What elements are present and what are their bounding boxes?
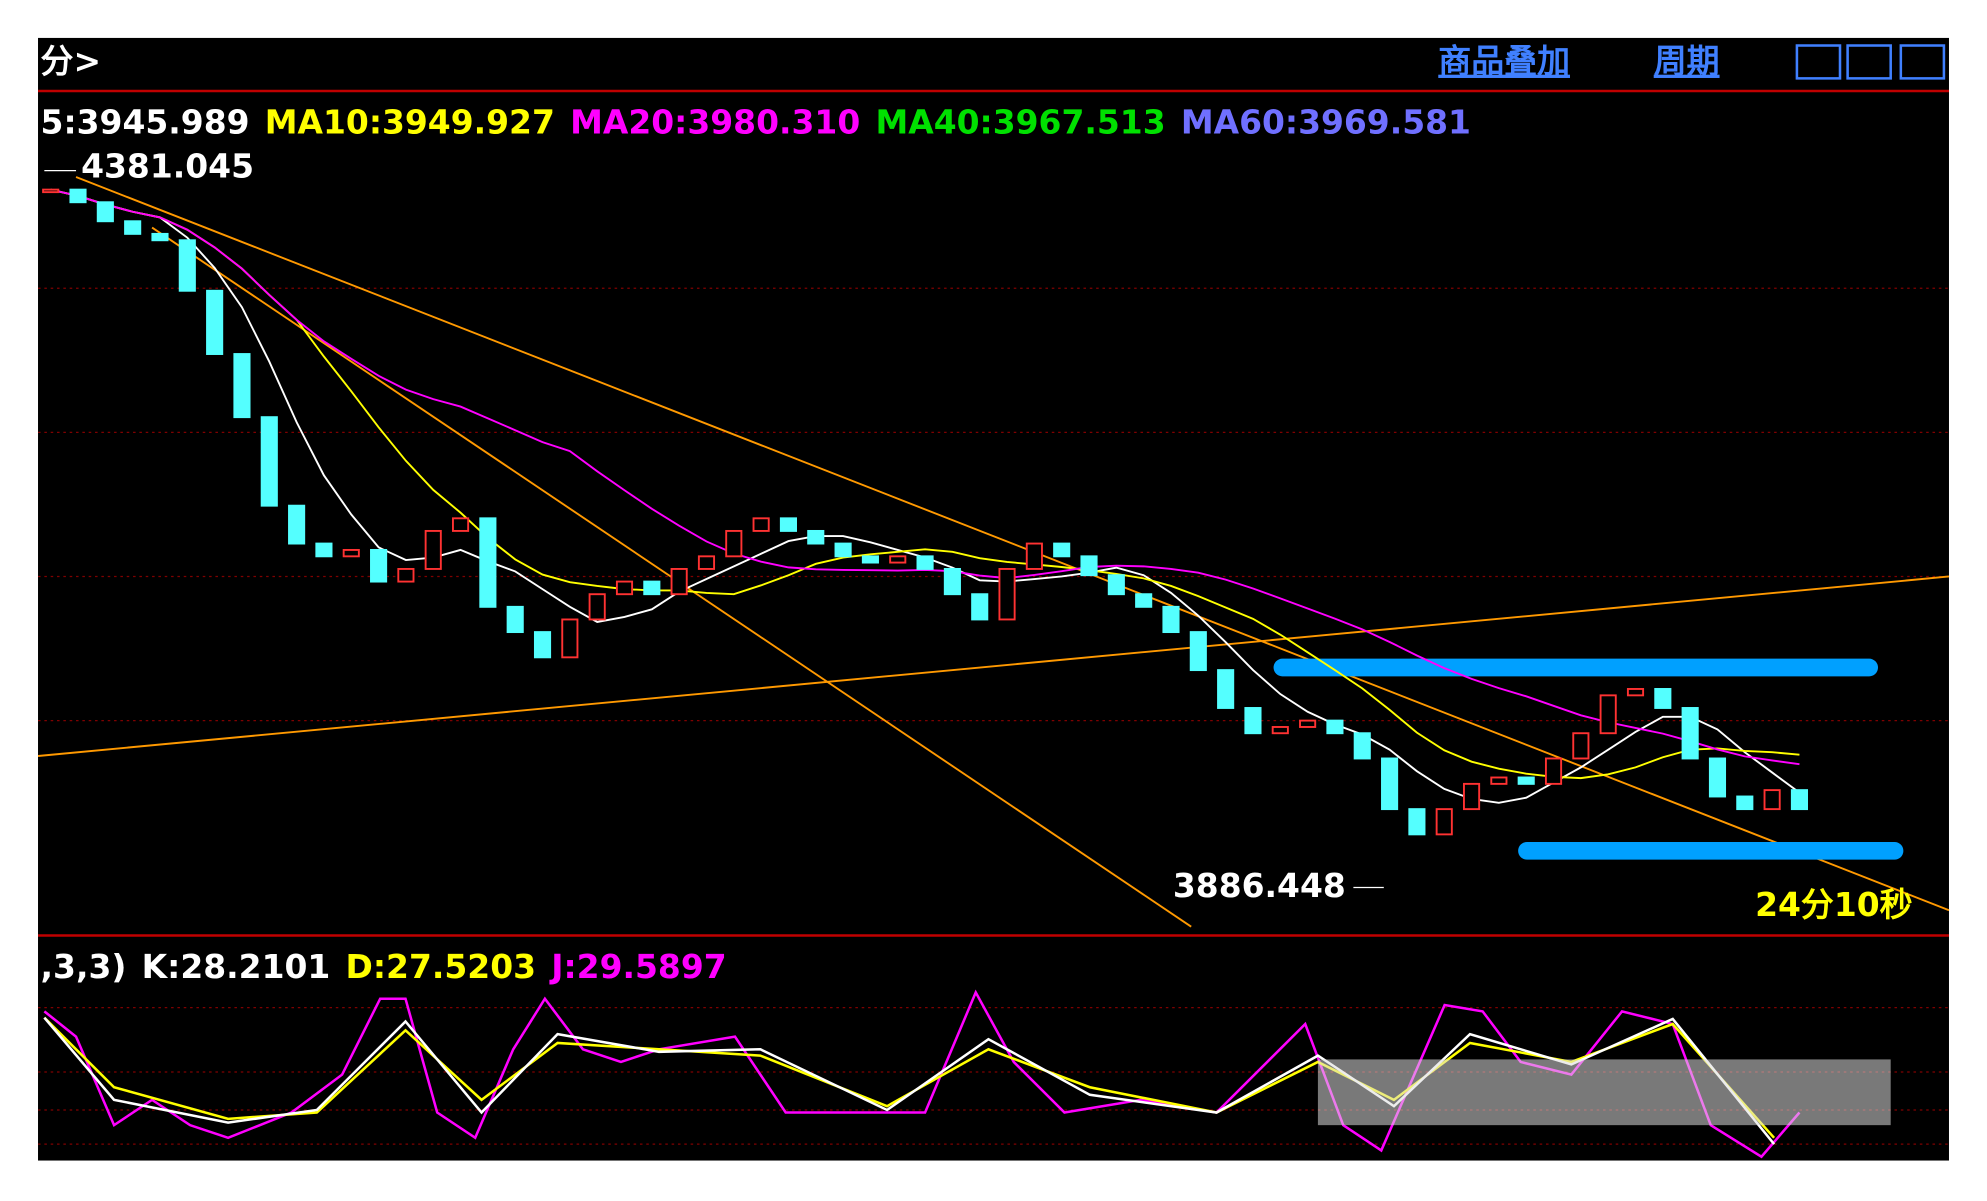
candle: [1763, 789, 1781, 811]
candle: [452, 517, 470, 532]
candle: [1025, 542, 1043, 570]
candle: [533, 631, 552, 659]
candle: [424, 529, 442, 570]
candle: [1326, 719, 1344, 735]
candle: [1080, 555, 1098, 577]
countdown: 24分10秒: [1755, 885, 1913, 924]
legend-item: 5:3945.989: [41, 102, 250, 141]
overlay-button[interactable]: 商品叠加: [1438, 42, 1570, 81]
low-label: 3886.448: [1173, 866, 1346, 905]
candle: [752, 517, 770, 532]
candle: [1572, 732, 1590, 760]
candle: [588, 593, 606, 621]
k-line: [43, 1016, 1776, 1145]
legend-item: D:27.5203: [346, 947, 536, 986]
nav-left[interactable]: [1795, 44, 1842, 80]
candle: [643, 580, 661, 596]
legend-item: MA60:3969.581: [1181, 102, 1471, 141]
candle: [697, 555, 716, 570]
legend-item: MA20:3980.310: [570, 102, 860, 141]
trend-line: [37, 575, 1950, 757]
trend-line: [75, 176, 1950, 912]
j-line: [43, 989, 1801, 1159]
candle: [1299, 719, 1317, 728]
candle: [1626, 688, 1645, 697]
candle: [1654, 688, 1672, 709]
candle: [479, 517, 497, 608]
candle: [1708, 757, 1727, 798]
candle: [916, 555, 934, 570]
candle: [288, 504, 306, 545]
legend-item: K:28.2101: [142, 947, 331, 986]
candle: [1408, 808, 1426, 836]
candle: [1681, 707, 1699, 760]
legend-item: J:29.5897: [549, 947, 726, 986]
candle: [342, 548, 360, 558]
candle: [1463, 782, 1481, 811]
candle: [1790, 789, 1809, 811]
candle: [370, 548, 388, 583]
candle: [1435, 808, 1453, 836]
kdj-lines: [43, 989, 1801, 1159]
nav-right[interactable]: [1846, 44, 1892, 80]
nav-buttons: [1795, 44, 1946, 80]
candle: [725, 529, 743, 558]
ma-line: [50, 188, 1800, 766]
candle: [1053, 542, 1071, 558]
candle: [889, 555, 907, 564]
candle: [834, 542, 852, 558]
candle: [397, 568, 415, 583]
candle: [233, 353, 251, 419]
candle: [206, 289, 224, 355]
blurred-overlay: [1317, 1059, 1891, 1126]
d-line: [43, 1016, 1776, 1139]
candle: [1736, 795, 1754, 811]
candle: [42, 188, 60, 194]
candle: [1271, 726, 1289, 735]
candle: [1353, 732, 1371, 760]
candle: [807, 529, 825, 545]
candle: [1135, 593, 1153, 608]
legend-item: MA10:3949.927: [265, 102, 555, 141]
legend-item: ,3,3): [41, 947, 127, 986]
candle: [96, 201, 114, 223]
candle: [1107, 574, 1125, 596]
candle: [561, 618, 579, 659]
candle: [69, 188, 87, 204]
candle: [943, 568, 961, 596]
candle: [971, 593, 989, 621]
candle: [1517, 776, 1535, 785]
candle: [1381, 757, 1399, 811]
candle: [1599, 694, 1617, 735]
candle: [506, 605, 524, 634]
candle: [124, 220, 142, 235]
candle: [779, 517, 798, 532]
toolbar-label: 分>: [41, 42, 102, 81]
candle: [1490, 776, 1508, 785]
candle: [615, 580, 634, 596]
candle: [260, 416, 278, 507]
candle: [861, 555, 879, 564]
candle: [1217, 669, 1235, 709]
ma-line: [50, 188, 1800, 780]
candle: [151, 232, 169, 242]
high-label: 4381.045: [81, 147, 254, 186]
legend-item: MA40:3967.513: [875, 102, 1165, 141]
candle: [315, 542, 333, 558]
candle: [1544, 757, 1563, 785]
box-lines: [1273, 658, 1904, 860]
nav-split[interactable]: [1899, 44, 1946, 80]
chart-window: [38, 37, 1949, 1161]
candle: [1244, 707, 1262, 735]
candle: [998, 568, 1016, 621]
period-button[interactable]: 周期: [1654, 42, 1720, 81]
candle: [1162, 605, 1180, 634]
candle: [178, 239, 196, 292]
candle: [1189, 631, 1207, 672]
candle: [670, 568, 688, 596]
